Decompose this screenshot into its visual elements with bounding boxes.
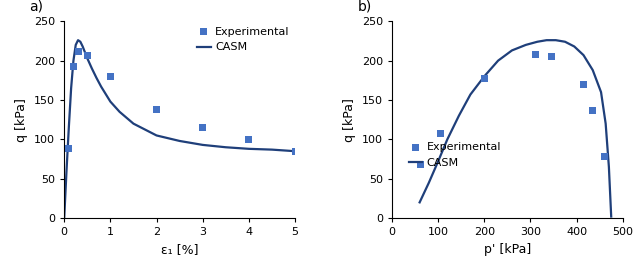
Experimental [415, 163, 426, 167]
CASM [67, 87, 75, 90]
CASM [76, 40, 84, 43]
CASM [92, 76, 100, 80]
CASM [522, 43, 530, 47]
Experimental [479, 77, 489, 81]
CASM [552, 39, 560, 42]
Experimental [73, 49, 83, 53]
Experimental [599, 155, 609, 159]
Y-axis label: q [kPa]: q [kPa] [343, 98, 356, 142]
CASM [607, 215, 615, 218]
Y-axis label: q [kPa]: q [kPa] [15, 98, 28, 142]
Experimental [435, 131, 446, 135]
Experimental [290, 149, 300, 153]
CASM [508, 49, 516, 52]
Legend: Experimental, CASM: Experimental, CASM [409, 142, 501, 168]
CASM [116, 110, 123, 113]
CASM [153, 134, 160, 137]
CASM [83, 57, 91, 60]
CASM [455, 114, 463, 117]
Experimental [64, 147, 74, 151]
CASM [561, 40, 569, 43]
Experimental [198, 126, 208, 130]
Experimental [82, 53, 92, 57]
CASM [72, 43, 80, 47]
Text: b): b) [358, 0, 372, 13]
CASM [65, 126, 73, 129]
CASM [74, 39, 82, 42]
CASM [597, 90, 605, 94]
CASM [605, 165, 612, 169]
CASM [88, 67, 96, 70]
CASM [107, 100, 114, 103]
CASM [534, 40, 541, 43]
CASM [542, 39, 550, 42]
CASM [444, 138, 451, 141]
CASM [199, 143, 207, 147]
CASM [176, 139, 184, 143]
Experimental [105, 74, 116, 78]
CASM [268, 148, 276, 151]
CASM [222, 146, 230, 149]
Experimental [578, 82, 589, 86]
CASM [416, 201, 424, 204]
Experimental [587, 108, 598, 112]
CASM [589, 69, 596, 72]
CASM [602, 122, 609, 125]
CASM [571, 45, 578, 48]
CASM [130, 122, 137, 125]
X-axis label: p' [kPa]: p' [kPa] [483, 243, 531, 256]
Experimental [68, 65, 78, 69]
CASM [434, 160, 442, 163]
CASM [480, 75, 488, 78]
Experimental [244, 137, 254, 142]
CASM [494, 59, 502, 62]
Legend: Experimental, CASM: Experimental, CASM [197, 27, 290, 52]
CASM [69, 59, 77, 62]
CASM [79, 45, 87, 48]
X-axis label: ε₁ [%]: ε₁ [%] [161, 243, 198, 256]
CASM [60, 217, 68, 220]
CASM [291, 149, 299, 153]
Experimental [152, 107, 162, 112]
CASM [63, 169, 71, 172]
CASM [98, 85, 105, 88]
CASM [425, 181, 433, 184]
Line: CASM: CASM [64, 40, 295, 218]
CASM [245, 147, 253, 151]
Experimental [530, 52, 540, 56]
Text: a): a) [30, 0, 44, 13]
CASM [467, 93, 474, 96]
Line: CASM: CASM [420, 40, 611, 217]
CASM [580, 53, 587, 57]
Experimental [546, 55, 557, 59]
